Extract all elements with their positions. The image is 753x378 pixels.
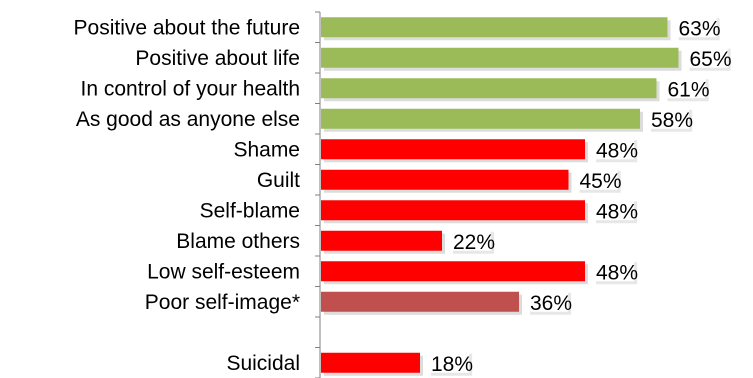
value-label-box [527,289,569,312]
bar [321,78,657,99]
category-label: Positive about life [135,47,300,70]
value-label: 61% [668,78,710,101]
value-label-box [648,106,690,129]
value-label-box [593,259,635,282]
value-label-box [593,137,635,160]
value-label-box [664,76,706,99]
category-label: Low self-esteem [147,260,300,283]
bar [321,291,519,312]
value-label: 18% [431,353,473,376]
bar [321,17,668,38]
bar [321,139,585,160]
category-label: Self-blame [200,199,300,222]
category-label: In control of your health [81,77,300,100]
value-label-box [428,350,470,373]
category-label: Suicidal [226,352,300,375]
value-label: 63% [679,17,721,40]
bar [321,108,640,129]
category-label: Blame others [176,230,300,253]
value-label: 48% [596,261,638,284]
category-label: Poor self-image* [145,291,300,314]
value-label: 48% [596,139,638,162]
value-label: 22% [453,231,495,254]
bar [321,261,585,282]
bar [321,47,679,68]
value-label-box [576,167,618,190]
category-label: Guilt [257,169,300,192]
category-label: Positive about the future [74,16,300,39]
value-label: 36% [530,292,572,315]
value-label-box [450,228,492,251]
bar [321,352,420,373]
bar [321,230,442,251]
category-labels: Positive about the future Positive about … [74,16,301,375]
bar [321,200,585,221]
value-label: 48% [596,200,638,223]
value-label: 45% [580,170,622,193]
bars [321,17,682,376]
category-label: As good as anyone else [76,108,300,131]
value-label-box [686,45,728,68]
value-label-box [593,198,635,221]
bar [321,169,569,190]
category-label: Shame [233,138,300,161]
value-labels: 63% 65% 61% 58% 48% 45% 48% 22% 48% 36% 18% [428,15,732,376]
value-label: 65% [690,48,732,71]
category-axis [315,11,321,378]
value-label: 58% [651,109,693,132]
value-label-box [675,15,717,38]
